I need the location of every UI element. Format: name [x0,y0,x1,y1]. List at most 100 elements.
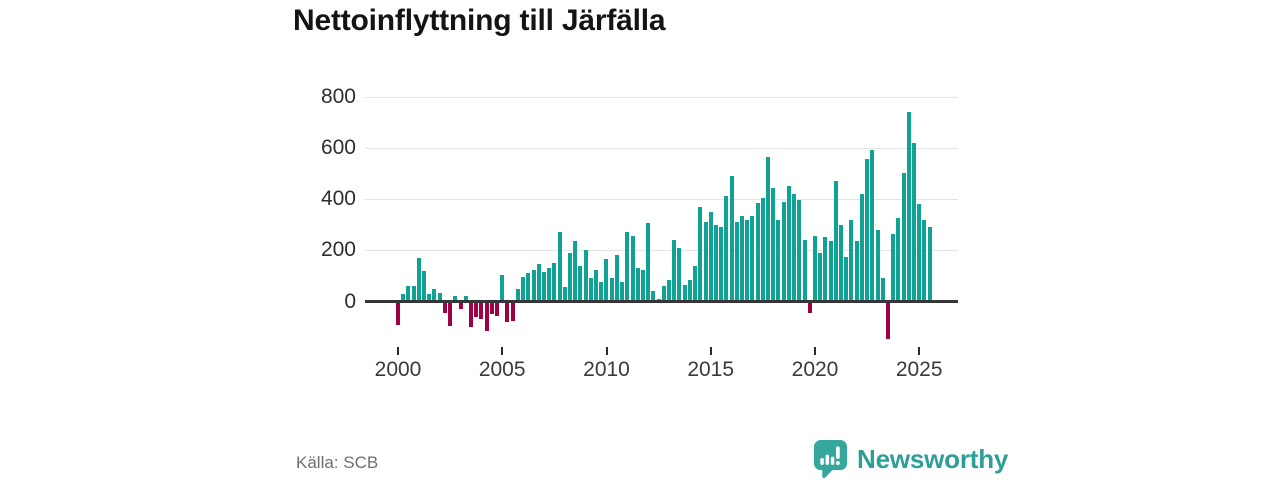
bar-quarter [515,288,520,302]
bar-quarter [828,241,833,302]
bar-quarter [833,181,838,302]
bar-quarter [719,227,724,302]
bar-quarter [927,227,932,302]
x-tick-2025 [918,347,921,355]
bar-quarter [698,206,703,302]
bar-quarter [567,252,572,302]
bar-quarter [406,286,411,302]
bar-quarter [854,241,859,302]
bar-quarter [609,278,614,302]
x-axis-zero-line [365,300,958,303]
bar-quarter [755,202,760,302]
bar-quarter [500,274,505,302]
bar-quarter [448,301,453,326]
bar-quarter [463,296,468,302]
bar-quarter [792,193,797,302]
bar-quarter [468,301,473,328]
y-axis-label-600: 600 [320,135,356,159]
bar-quarter [786,186,791,302]
bar-quarter [395,301,400,325]
bar-quarter [880,278,885,302]
bar-quarter [416,257,421,302]
x-axis-label-2005: 2005 [478,358,526,381]
bar-quarter [875,229,880,302]
y-axis-label-200: 200 [320,238,356,262]
x-tick-2005 [501,347,504,355]
bar-quarter [802,240,807,302]
newsworthy-logo[interactable]: Newsworthy [813,439,1008,479]
bar-quarter [541,272,546,302]
gridline-600 [365,147,958,149]
gridline-400 [365,199,958,200]
x-tick-2020 [814,347,816,355]
bar-quarter [557,232,562,302]
bar-quarter [547,268,552,302]
bar-quarter [661,286,666,302]
bar-quarter [870,150,875,302]
bar-quarter [776,219,781,302]
bar-quarter [724,196,729,302]
gridline-800 [365,96,958,98]
bar-quarter [865,159,870,302]
bar-quarter [745,219,750,302]
y-axis-label-0: 0 [344,289,356,313]
y-axis-label-400: 400 [320,187,356,210]
bar-quarter [859,193,864,302]
bar-quarter [562,287,567,302]
x-axis-label-2015: 2015 [687,358,735,381]
bar-quarter [484,301,489,331]
bar-quarter [771,187,776,302]
bar-quarter [818,252,823,302]
bar-quarter [635,268,640,302]
bar-quarter [526,273,531,302]
bar-quarter [625,232,630,302]
bar-quarter [885,301,890,339]
bar-quarter [510,301,515,321]
x-axis-label-2000: 2000 [374,358,422,381]
gridline-200 [365,250,958,252]
bar-quarter [646,223,651,302]
bar-quarter [479,301,484,320]
x-tick-2000 [397,347,399,355]
bar-quarter [474,301,479,317]
bar-quarter [620,282,625,302]
bar-quarter [729,175,734,302]
bar-quarter [766,156,771,302]
bar-quarter [521,277,526,302]
bar-quarter [489,301,494,315]
bar-quarter [437,292,442,302]
bar-quarter [667,279,672,302]
bar-quarter [708,211,713,302]
bar-quarter [849,219,854,302]
bar-quarter [687,279,692,302]
x-axis-label-2020: 2020 [791,358,839,381]
bar-quarter [505,301,510,322]
bar-quarter [739,215,744,302]
bar-quarter [823,237,828,302]
bar-quarter [495,301,500,316]
bar-quarter [651,291,656,302]
y-axis-label-800: 800 [320,84,356,108]
bar-quarter [760,197,765,302]
bar-quarter [911,142,916,302]
bar-quarter [422,270,427,302]
bar-quarter [536,264,541,302]
bar-quarter [734,222,739,302]
bar-quarter [812,236,817,302]
bar-quarter [797,200,802,302]
bar-quarter [411,286,416,302]
bar-quarter [922,219,927,302]
x-tick-2010 [605,347,608,355]
source-note: Källa: SCB [296,453,379,472]
bar-quarter [640,269,645,302]
bar-quarter [896,218,901,302]
bar-quarter [588,278,593,302]
bar-quarter [677,247,682,302]
bar-quarter [458,301,463,310]
bar-quarter [453,296,458,302]
bar-quarter [891,233,896,302]
bar-quarter [906,111,911,302]
bar-quarter [703,222,708,302]
bar-quarter [672,240,677,302]
bar-quarter [630,236,635,302]
